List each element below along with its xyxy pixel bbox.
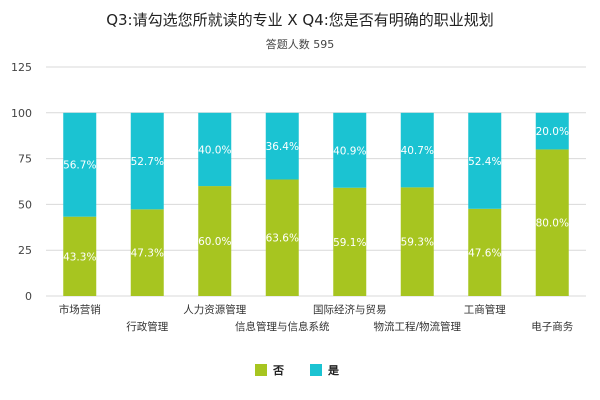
data-label: 63.6% [266,233,299,245]
y-tick-label: 50 [18,198,32,211]
bar-yes [535,112,569,150]
bar-no [63,216,97,296]
y-tick-label: 25 [18,244,32,257]
x-tick-label: 市场营销 [59,303,101,316]
data-label: 47.3% [131,248,164,260]
data-label: 60.0% [198,236,231,248]
chart-title: Q3:请勾选您所就读的专业 X Q4:您是否有明确的职业规划 [106,11,494,29]
data-label: 40.9% [333,145,366,157]
data-label: 36.4% [266,141,299,153]
y-tick-label: 0 [25,290,32,303]
bar-no [535,149,569,296]
bar-yes [198,112,232,187]
data-label: 59.3% [401,237,434,249]
y-tick-label: 125 [11,61,32,74]
bar-no [333,187,367,296]
x-tick-label: 国际经济与贸易 [313,303,387,316]
data-label: 59.1% [333,237,366,249]
data-label: 40.7% [401,145,434,157]
chart-subtitle: 答题人数 595 [266,37,335,51]
bar-yes [130,112,164,210]
data-label: 40.0% [198,144,231,156]
bar-yes [265,112,299,180]
bar-no [130,209,164,296]
y-tick-label: 75 [18,153,32,166]
x-tick-label: 工商管理 [464,303,506,316]
legend: 否是 [255,364,340,377]
data-label: 47.6% [468,247,501,259]
data-label: 43.3% [63,251,96,263]
legend-label: 是 [327,364,340,377]
data-label: 56.7% [63,160,96,172]
x-tick-label: 电子商务 [531,320,573,333]
legend-swatch [255,364,267,376]
bar-no [468,208,502,296]
x-tick-label: 物流工程/物流管理 [373,320,461,333]
data-label: 80.0% [536,218,569,230]
x-tick-label: 行政管理 [126,320,168,333]
bars: 43.3% 56.7% 47.3% 52.7% 60.0% 40.0% 63.6% 36.4%… [63,112,569,296]
bar-yes [63,112,97,217]
bar-no [265,179,299,296]
bar-no [198,186,232,296]
gridlines [46,66,586,297]
bar-no [400,187,434,296]
data-label: 52.4% [468,156,501,168]
legend-label: 否 [272,364,284,377]
legend-swatch [310,364,322,376]
bar-yes [333,112,367,188]
data-label: 20.0% [536,126,569,138]
y-axis-ticks: 0 25 50 75 100 125 [11,61,32,303]
bar-yes [468,112,502,209]
x-tick-label: 信息管理与信息系统 [235,320,330,333]
x-tick-label: 人力资源管理 [183,303,246,316]
data-label: 52.7% [131,156,164,168]
y-tick-label: 100 [11,107,32,120]
bar-yes [400,112,434,188]
